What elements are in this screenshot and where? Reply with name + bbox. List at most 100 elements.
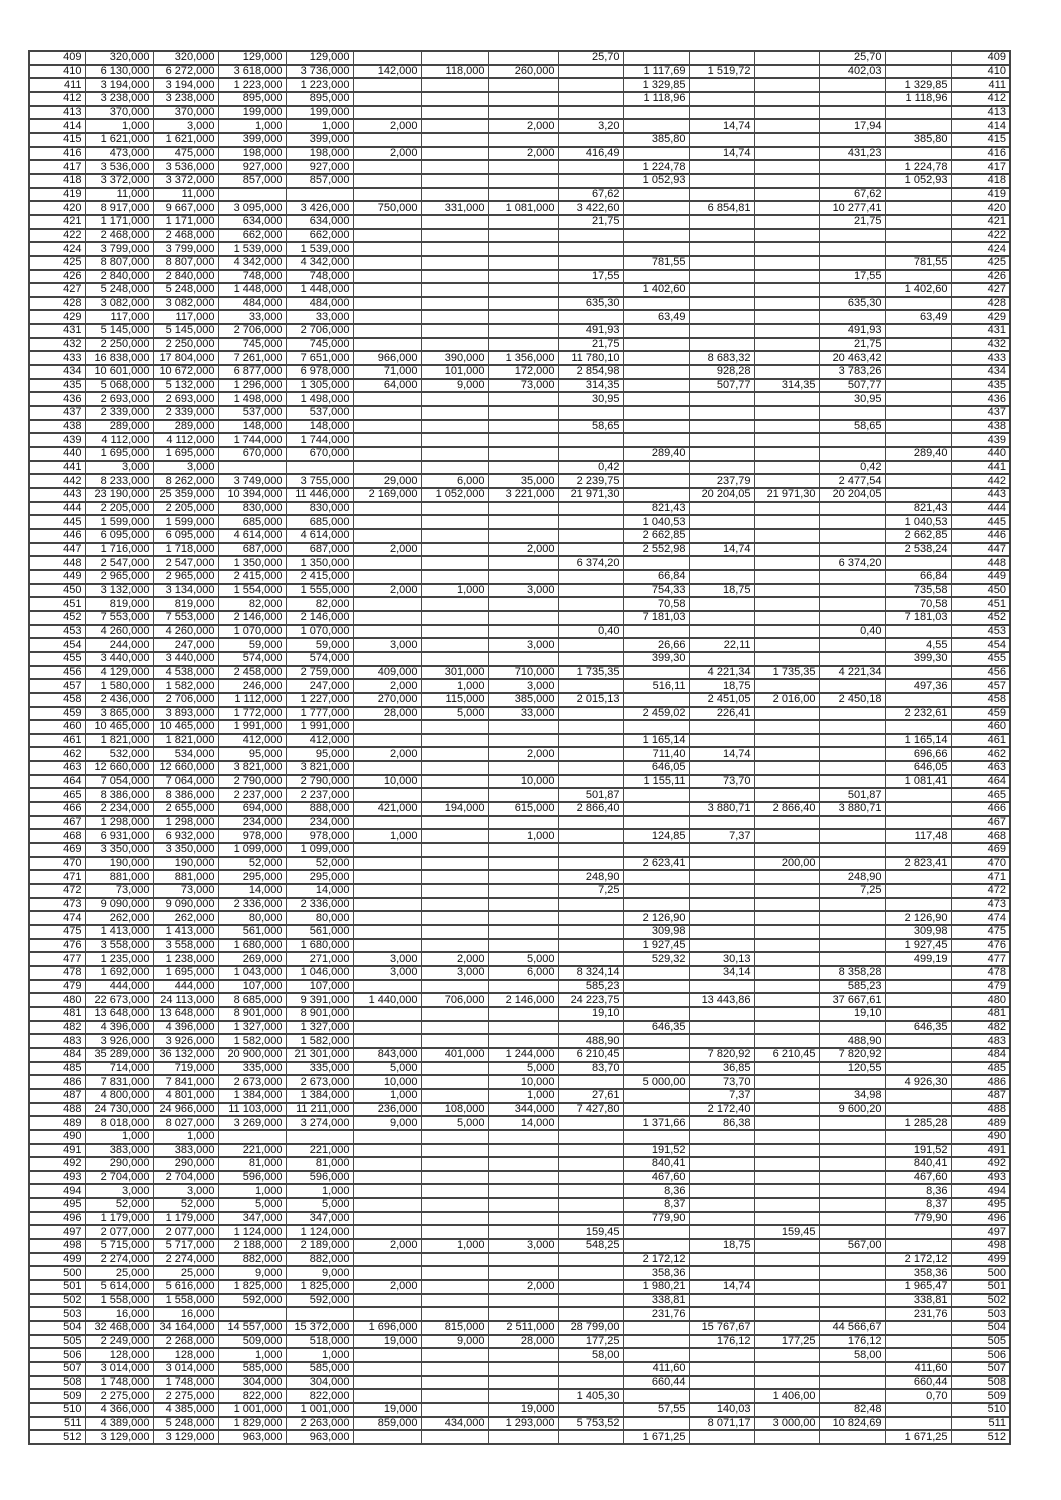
table-row: 506 128,000 128,000 1,000 1,000 58,00 58,00 506	[28, 1347, 1011, 1363]
row-number-left: 460	[28, 719, 86, 735]
cell-col-f	[420, 1169, 489, 1186]
cell-col-d: 347,000	[285, 1210, 354, 1227]
cell-col-b: 7 064,000	[152, 773, 219, 790]
cell-col-g	[487, 855, 559, 872]
cell-col-h	[557, 719, 624, 735]
row-number-left: 471	[28, 869, 86, 886]
cell-col-e: 19,000	[352, 1333, 422, 1350]
cell-col-k	[753, 323, 820, 339]
table-row: 420 8 917,000 9 667,000 3 095,000 3 426,000 7…	[28, 200, 1011, 216]
cell-col-k	[753, 1292, 820, 1309]
cell-col-l	[818, 596, 886, 612]
cell-col-d: 82,000	[285, 596, 354, 612]
cell-col-e	[352, 1265, 422, 1282]
cell-col-c: 10 394,000	[217, 487, 287, 503]
cell-col-b: 290,000	[152, 1156, 219, 1172]
table-row: 473 9 090,000 9 090,000 2 336,000 2 336,000 4…	[28, 896, 1011, 913]
row-number-left: 453	[28, 623, 86, 640]
cell-col-f: 6,000	[420, 473, 489, 489]
cell-col-k	[753, 500, 820, 517]
row-number-right: 421	[950, 213, 1011, 230]
cell-col-h	[557, 855, 624, 872]
table-row: 457 1 580,000 1 582,000 246,000 247,000 2,000…	[28, 678, 1011, 694]
row-number-right: 465	[950, 787, 1011, 804]
cell-col-g	[487, 104, 559, 121]
cell-col-c: 561,000	[217, 924, 287, 940]
row-number-right: 503	[950, 1306, 1011, 1323]
cell-col-j	[688, 732, 755, 749]
cell-col-m: 70,58	[884, 596, 952, 612]
cell-col-m: 117,48	[884, 828, 952, 845]
cell-col-j	[688, 1197, 755, 1213]
row-number-right: 464	[950, 773, 1011, 790]
row-number-right: 504	[950, 1320, 1011, 1336]
row-number-left: 409	[28, 50, 86, 66]
row-number-left: 463	[28, 760, 86, 776]
cell-col-h: 635,30	[557, 295, 624, 312]
cell-col-i	[622, 842, 690, 858]
cell-col-f: 390,000	[420, 350, 489, 367]
cell-col-b: 9 090,000	[152, 896, 219, 913]
cell-col-m	[884, 186, 952, 203]
row-number-left: 505	[28, 1333, 86, 1350]
cell-col-e	[352, 924, 422, 940]
cell-col-m	[884, 883, 952, 899]
cell-col-e	[352, 732, 422, 749]
table-row: 443 23 190,000 25 359,000 10 394,000 11 446,…	[28, 487, 1011, 503]
cell-col-a: 23 190,000	[84, 487, 154, 503]
cell-col-l	[818, 254, 886, 271]
row-number-left: 445	[28, 514, 86, 530]
cell-col-b: 8 807,000	[152, 254, 219, 271]
table-row: 508 1 748,000 1 748,000 304,000 304,000 660,4…	[28, 1374, 1011, 1391]
cell-col-l	[818, 650, 886, 667]
cell-col-k	[753, 1087, 820, 1104]
cell-col-f	[420, 787, 489, 804]
cell-col-d: 2 759,000	[285, 664, 354, 681]
cell-col-e	[352, 719, 422, 735]
cell-col-b: 117,000	[152, 309, 219, 326]
cell-col-k	[753, 159, 820, 175]
cell-col-e	[352, 855, 422, 872]
cell-col-a: 2 693,000	[84, 391, 154, 408]
cell-col-i: 1 040,53	[622, 514, 690, 530]
cell-col-l	[818, 405, 886, 421]
cell-col-g	[487, 910, 559, 926]
cell-col-a: 12 660,000	[84, 760, 154, 776]
cell-col-l: 25,70	[818, 50, 886, 66]
cell-col-c: 694,000	[217, 801, 287, 817]
row-number-right: 510	[950, 1401, 1011, 1418]
cell-col-f	[420, 1224, 489, 1241]
cell-col-m: 8,37	[884, 1197, 952, 1213]
cell-col-b: 262,000	[152, 910, 219, 926]
cell-col-b: 2 250,000	[152, 336, 219, 353]
cell-col-d: 1 070,000	[285, 623, 354, 640]
cell-col-d: 1 124,000	[285, 1224, 354, 1241]
cell-col-m	[884, 241, 952, 257]
cell-col-e: 142,000	[352, 63, 422, 80]
row-number-right: 412	[950, 90, 1011, 107]
cell-col-m: 735,58	[884, 582, 952, 599]
cell-col-c: 1 327,000	[217, 1019, 287, 1036]
cell-col-i: 754,33	[622, 582, 690, 599]
cell-col-l	[818, 1210, 886, 1227]
cell-col-k	[753, 609, 820, 626]
cell-col-e	[352, 227, 422, 244]
row-number-left: 454	[28, 637, 86, 653]
cell-col-k	[753, 1306, 820, 1323]
cell-col-g	[487, 1374, 559, 1391]
cell-col-j	[688, 336, 755, 353]
cell-col-c: 412,000	[217, 732, 287, 749]
table-row: 440 1 695,000 1 695,000 670,000 670,000 289,4…	[28, 446, 1011, 462]
cell-col-d: 857,000	[285, 172, 354, 189]
cell-col-i: 7 181,03	[622, 609, 690, 626]
row-number-right: 471	[950, 869, 1011, 886]
row-number-left: 489	[28, 1115, 86, 1131]
cell-col-k	[753, 828, 820, 845]
cell-col-a: 5 614,000	[84, 1279, 154, 1295]
cell-col-c: 1,000	[217, 1347, 287, 1363]
cell-col-i	[622, 323, 690, 339]
cell-col-c: 14 557,000	[217, 1320, 287, 1336]
cell-col-i	[622, 118, 690, 134]
cell-col-f	[420, 241, 489, 257]
cell-col-b: 3 536,000	[152, 159, 219, 175]
